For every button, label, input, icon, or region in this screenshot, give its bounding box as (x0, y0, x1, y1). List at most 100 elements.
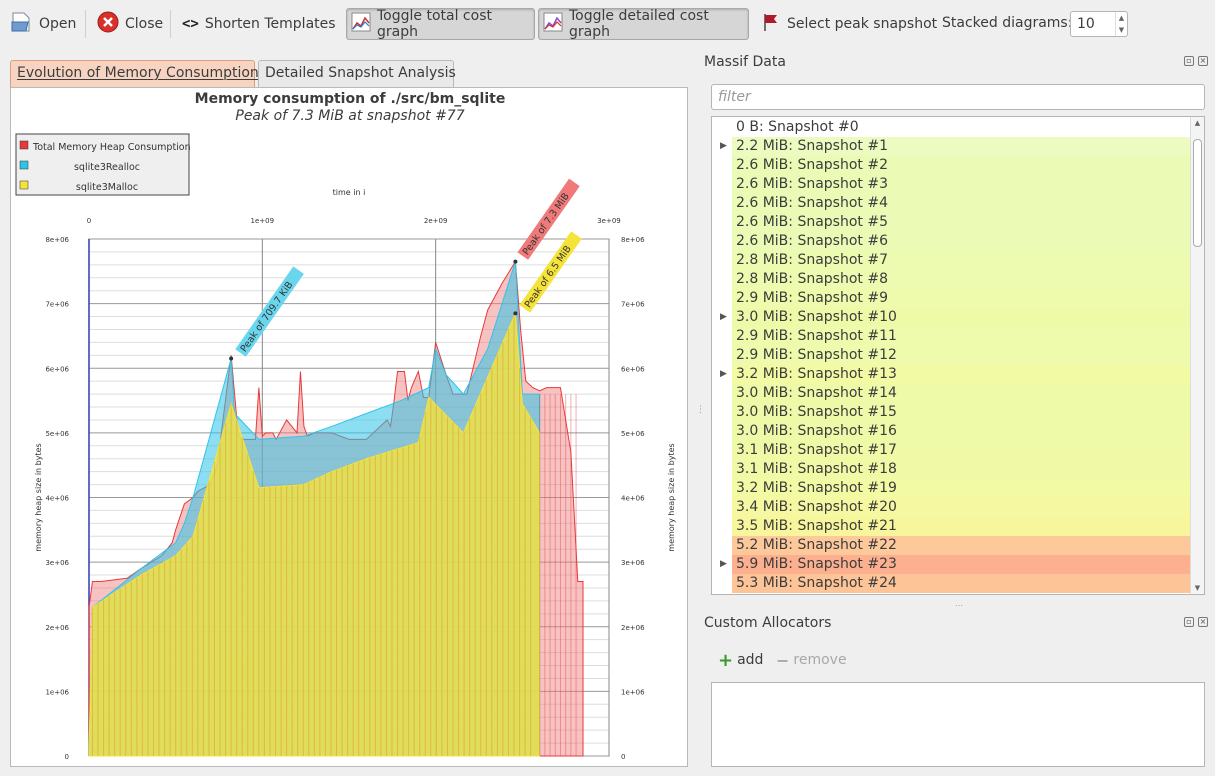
close-icon (97, 11, 119, 37)
shorten-templates-label: Shorten Templates (204, 16, 336, 32)
scroll-up-icon[interactable]: ▲ (1194, 119, 1201, 127)
snapshot-row[interactable]: 3.5 MiB: Snapshot #21 (712, 517, 1190, 536)
snapshot-label: 3.0 MiB: Snapshot #14 (736, 385, 897, 401)
tab-evolution[interactable]: Evolution of Memory Consumption (10, 60, 259, 87)
toggle-total-cost-button[interactable]: Toggle total cost graph (346, 8, 535, 40)
y-tick-label: 4e+06 (621, 495, 645, 503)
close-icon[interactable]: × (1198, 617, 1208, 627)
snapshot-row[interactable]: 3.2 MiB: Snapshot #19 (712, 479, 1190, 498)
chart-icon (351, 12, 371, 36)
float-icon[interactable]: ▫ (1184, 617, 1194, 627)
expand-arrow-icon[interactable]: ▶ (720, 312, 727, 322)
snapshot-row[interactable]: 2.6 MiB: Snapshot #3 (712, 175, 1190, 194)
y-tick-label: 3e+06 (45, 559, 69, 567)
snapshot-row[interactable]: 3.0 MiB: Snapshot #14 (712, 384, 1190, 403)
snapshot-label: 2.6 MiB: Snapshot #5 (736, 214, 888, 230)
select-peak-label: Select peak snapshot (787, 16, 938, 32)
x-tick-label: 0 (87, 217, 91, 225)
legend-swatch (19, 160, 29, 170)
add-label: add (737, 652, 764, 668)
float-icon[interactable]: ▫ (1184, 56, 1194, 66)
legend-entry: sqlite3Realloc (74, 162, 140, 173)
expand-arrow-icon[interactable]: ▶ (720, 141, 727, 151)
snapshot-tree[interactable]: 5.3 MiB: Snapshot #24 ▶ 5.9 MiB: Snapshot … (711, 116, 1205, 595)
spin-up-icon[interactable]: ▲ (1118, 14, 1125, 22)
remove-allocator-button[interactable]: − remove (776, 650, 847, 670)
snapshot-row[interactable]: 3.1 MiB: Snapshot #18 (712, 460, 1190, 479)
snapshot-row[interactable]: 2.8 MiB: Snapshot #7 (712, 251, 1190, 270)
dock-splitter[interactable]: ⋯ (955, 601, 963, 610)
snapshot-row[interactable]: ▶ 5.9 MiB: Snapshot #23 (712, 555, 1190, 574)
snapshot-row[interactable]: 3.0 MiB: Snapshot #15 (712, 403, 1190, 422)
legend-box (15, 133, 190, 196)
snapshot-label: 2.2 MiB: Snapshot #1 (736, 138, 888, 154)
snapshot-row[interactable]: 2.9 MiB: Snapshot #12 (712, 346, 1190, 365)
snapshot-row[interactable]: ▶ 3.2 MiB: Snapshot #13 (712, 365, 1190, 384)
minus-icon: − (776, 650, 790, 670)
snapshot-label: 2.9 MiB: Snapshot #11 (736, 328, 897, 344)
snapshot-row[interactable]: 2.6 MiB: Snapshot #2 (712, 156, 1190, 175)
snapshot-row[interactable]: 2.6 MiB: Snapshot #5 (712, 213, 1190, 232)
allocators-list[interactable] (711, 682, 1205, 767)
y-tick-label: 5e+06 (45, 430, 69, 438)
toggle-detailed-cost-button[interactable]: Toggle detailed cost graph (538, 8, 749, 40)
snapshot-label: 3.4 MiB: Snapshot #20 (736, 499, 897, 515)
select-peak-button[interactable]: Select peak snapshot (756, 8, 942, 40)
peak-label-bg (235, 266, 304, 357)
y-axis-label: memory heap size in bytes (34, 443, 43, 551)
memory-chart[interactable]: 0 0 1e+06 1e+06 2e+06 2e+06 3e+06 3e+06 4e+06 4e+… (11, 126, 687, 766)
y-tick-label: 8e+06 (45, 236, 69, 244)
snapshot-label: 3.1 MiB: Snapshot #17 (736, 442, 897, 458)
splitter-handle[interactable]: ⋮ (696, 405, 705, 415)
expand-arrow-icon[interactable]: ▶ (720, 369, 727, 379)
chart-icon (543, 12, 563, 36)
remove-label: remove (793, 652, 847, 668)
filter-input[interactable]: filter (711, 84, 1205, 110)
shorten-templates-button[interactable]: <> Shorten Templates (177, 8, 341, 40)
snapshot-row[interactable]: 3.0 MiB: Snapshot #16 (712, 422, 1190, 441)
snapshot-label: 2.8 MiB: Snapshot #8 (736, 271, 888, 287)
snapshot-row[interactable]: 2.9 MiB: Snapshot #9 (712, 289, 1190, 308)
close-label: Close (125, 16, 164, 32)
snapshot-row[interactable]: 2.8 MiB: Snapshot #8 (712, 270, 1190, 289)
y-tick-label: 0 (65, 753, 69, 761)
close-icon[interactable]: × (1198, 56, 1208, 66)
y-tick-label: 6e+06 (45, 365, 69, 373)
open-button[interactable]: Open (4, 8, 81, 40)
snapshot-row[interactable]: 3.4 MiB: Snapshot #20 (712, 498, 1190, 517)
snapshot-row[interactable]: ▶ 2.2 MiB: Snapshot #1 (712, 137, 1190, 156)
snapshot-row[interactable]: 0 B: Snapshot #0 (712, 118, 1190, 137)
snapshot-row[interactable]: 2.9 MiB: Snapshot #11 (712, 327, 1190, 346)
x-axis-label: time in i (333, 188, 366, 197)
tab-snapshot-analysis-label: Detailed Snapshot Analysis (265, 65, 456, 81)
legend-entry: Total Memory Heap Consumption (32, 142, 191, 153)
spin-down-icon[interactable]: ▼ (1118, 26, 1125, 34)
add-allocator-button[interactable]: + add (718, 650, 764, 671)
snapshot-label: 3.0 MiB: Snapshot #15 (736, 404, 897, 420)
snapshot-row[interactable]: 3.1 MiB: Snapshot #17 (712, 441, 1190, 460)
legend-entry: sqlite3Malloc (76, 182, 138, 193)
snapshot-row[interactable]: 2.6 MiB: Snapshot #4 (712, 194, 1190, 213)
y-tick-label: 3e+06 (621, 559, 645, 567)
tab-snapshot-analysis[interactable]: Detailed Snapshot Analysis (258, 60, 456, 87)
y-tick-label: 7e+06 (621, 301, 645, 309)
snapshot-label: 3.1 MiB: Snapshot #18 (736, 461, 897, 477)
stacked-diagrams-spinbox[interactable]: 10 ▲ ▼ (1070, 11, 1128, 37)
massif-dock-buttons: ▫ × (1184, 56, 1208, 66)
snapshot-label: 2.6 MiB: Snapshot #4 (736, 195, 888, 211)
scroll-down-icon[interactable]: ▼ (1194, 584, 1201, 592)
close-button[interactable]: Close (92, 8, 168, 40)
expand-arrow-icon[interactable]: ▶ (720, 559, 727, 569)
snapshot-row[interactable]: 5.2 MiB: Snapshot #22 (712, 536, 1190, 555)
snapshot-row[interactable]: 2.6 MiB: Snapshot #6 (712, 232, 1190, 251)
snapshot-label: 3.2 MiB: Snapshot #13 (736, 366, 897, 382)
snapshot-row[interactable]: ▶ 3.0 MiB: Snapshot #10 (712, 308, 1190, 327)
filter-placeholder: filter (718, 89, 751, 105)
scrollbar-thumb[interactable] (1193, 139, 1202, 247)
tree-scrollbar[interactable]: ▲ ▼ (1190, 117, 1204, 594)
x-tick-label: 1e+09 (251, 217, 275, 225)
allocators-dock-buttons: ▫ × (1184, 617, 1208, 627)
snapshot-row[interactable]: 5.3 MiB: Snapshot #24 (712, 574, 1190, 593)
flag-icon (761, 12, 781, 36)
chart-title: Memory consumption of ./src/bm_sqlite (194, 91, 506, 107)
